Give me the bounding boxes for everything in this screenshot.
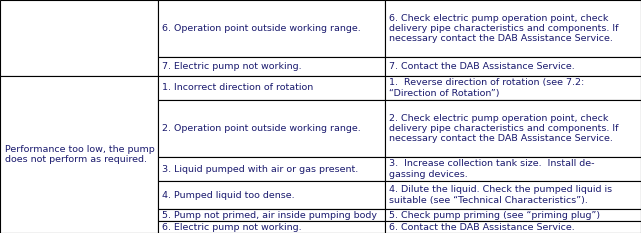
Bar (158, 181, 385, 209)
Text: 6. Contact the DAB Assistance Service.: 6. Contact the DAB Assistance Service. (389, 223, 575, 232)
Text: 7. Electric pump not working.: 7. Electric pump not working. (162, 62, 302, 71)
Text: 6. Check electric pump operation point, check
delivery pipe characteristics and : 6. Check electric pump operation point, … (389, 14, 619, 43)
Bar (158, 57, 385, 76)
Text: 3. Liquid pumped with air or gas present.: 3. Liquid pumped with air or gas present… (162, 164, 358, 174)
Text: 6. Operation point outside working range.: 6. Operation point outside working range… (162, 24, 361, 33)
Bar (385, 221, 641, 233)
Text: Performance too low, the pump
does not perform as required.: Performance too low, the pump does not p… (5, 145, 154, 164)
Bar (385, 100, 641, 157)
Text: 5. Pump not primed, air inside pumping body: 5. Pump not primed, air inside pumping b… (162, 210, 377, 219)
Text: 5. Check pump priming (see “priming plug”): 5. Check pump priming (see “priming plug… (389, 210, 600, 219)
Bar (385, 57, 641, 76)
Bar (158, 157, 385, 181)
Text: 7. Contact the DAB Assistance Service.: 7. Contact the DAB Assistance Service. (389, 62, 575, 71)
Text: 1. Incorrect direction of rotation: 1. Incorrect direction of rotation (162, 83, 313, 93)
Bar (385, 181, 641, 209)
Bar (385, 157, 641, 181)
Bar (158, 221, 385, 233)
Bar (158, 100, 385, 157)
Text: 4. Dilute the liquid. Check the pumped liquid is
suitable (see “Technical Charac: 4. Dilute the liquid. Check the pumped l… (389, 185, 612, 205)
Text: 3.  Increase collection tank size.  Install de-
gassing devices.: 3. Increase collection tank size. Instal… (389, 159, 594, 179)
Bar (0, 0, 158, 76)
Text: 6. Electric pump not working.: 6. Electric pump not working. (162, 223, 302, 232)
Bar (158, 76, 385, 100)
Text: 1.  Reverse direction of rotation (see 7.2:
“Direction of Rotation”): 1. Reverse direction of rotation (see 7.… (389, 78, 584, 98)
Bar (385, 0, 641, 57)
Text: 2. Check electric pump operation point, check
delivery pipe characteristics and : 2. Check electric pump operation point, … (389, 114, 619, 143)
Text: 2. Operation point outside working range.: 2. Operation point outside working range… (162, 124, 361, 133)
Bar (158, 0, 385, 57)
Text: 4. Pumped liquid too dense.: 4. Pumped liquid too dense. (162, 191, 295, 199)
Bar (158, 209, 385, 221)
Bar (385, 209, 641, 221)
Bar (385, 76, 641, 100)
Bar (0, 76, 158, 233)
